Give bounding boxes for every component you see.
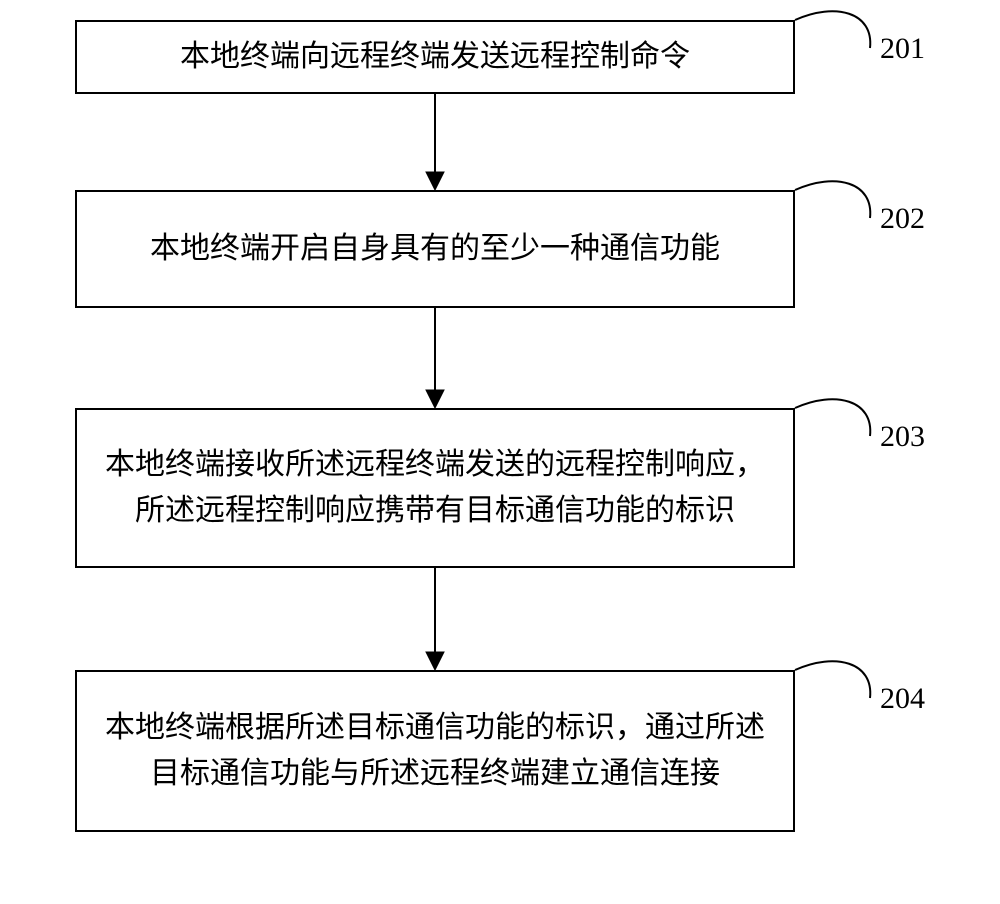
step-label-3: 203 [880,420,925,454]
step-text-2: 本地终端开启自身具有的至少一种通信功能 [150,226,720,273]
arrow-1-head [426,172,444,190]
arrow-3-head [426,652,444,670]
arrows-group [426,94,444,670]
flowchart-canvas: 本地终端向远程终端发送远程控制命令 本地终端开启自身具有的至少一种通信功能 本地… [0,0,1000,904]
callout-3 [795,399,870,436]
step-box-1: 本地终端向远程终端发送远程控制命令 [75,20,795,94]
step-label-1: 201 [880,32,925,66]
step-label-2: 202 [880,202,925,236]
step-box-3: 本地终端接收所述远程终端发送的远程控制响应，所述远程控制响应携带有目标通信功能的… [75,408,795,568]
step-text-4: 本地终端根据所述目标通信功能的标识，通过所述目标通信功能与所述远程终端建立通信连… [95,705,775,798]
step-text-3: 本地终端接收所述远程终端发送的远程控制响应，所述远程控制响应携带有目标通信功能的… [95,442,775,535]
step-label-4: 204 [880,682,925,716]
arrow-2-head [426,390,444,408]
step-box-2: 本地终端开启自身具有的至少一种通信功能 [75,190,795,308]
callout-2 [795,181,870,218]
callouts-group [795,11,870,698]
step-text-1: 本地终端向远程终端发送远程控制命令 [180,34,690,81]
step-box-4: 本地终端根据所述目标通信功能的标识，通过所述目标通信功能与所述远程终端建立通信连… [75,670,795,832]
callout-1 [795,11,870,48]
callout-4 [795,661,870,698]
